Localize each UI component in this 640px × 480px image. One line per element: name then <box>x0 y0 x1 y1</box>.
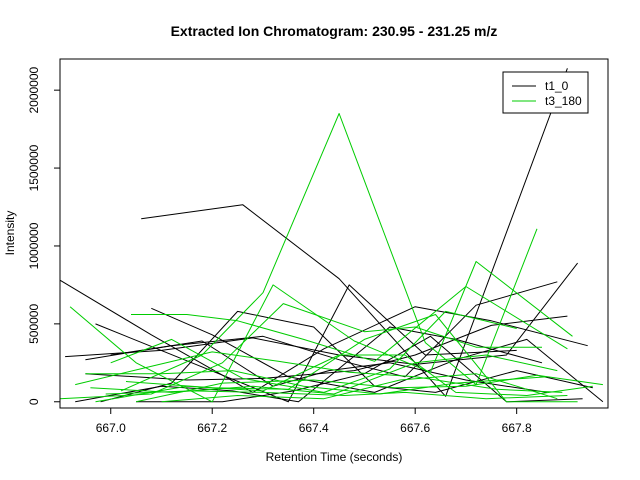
x-tick-label: 667.8 <box>502 421 532 435</box>
series-t3-180-line-8 <box>125 314 578 403</box>
legend-label-t3-180: t3_180 <box>545 94 582 108</box>
x-axis-label: Retention Time (seconds) <box>266 450 403 464</box>
y-tick-label: 2000000 <box>27 66 41 113</box>
x-tick-label: 667.0 <box>96 421 126 435</box>
series-t1-0-line-8 <box>85 315 568 381</box>
series-t1-0-line-7 <box>100 310 593 403</box>
legend: t1_0 t3_180 <box>502 71 589 114</box>
x-tick-label: 667.4 <box>299 421 329 435</box>
series-t1-0-line-10 <box>110 340 548 393</box>
y-tick-label: 0 <box>27 398 41 405</box>
x-tick-label: 667.6 <box>400 421 430 435</box>
y-tick-label: 500000 <box>27 304 41 344</box>
series-t1-0-line-6 <box>151 307 604 403</box>
y-tick-label: 1000000 <box>27 222 41 269</box>
series-t1-0-line-2 <box>59 279 588 393</box>
legend-label-t1-0: t1_0 <box>545 79 569 93</box>
series-t3-180-line-3 <box>131 286 568 362</box>
y-tick-label: 1500000 <box>27 144 41 191</box>
plot-lines <box>59 68 604 403</box>
x-axis: 667.0 667.2 667.4 667.6 667.8 <box>96 407 532 435</box>
series-t1-0-line-1 <box>141 68 568 397</box>
series-t3-180-line-11 <box>75 351 563 393</box>
chart-title: Extracted Ion Chromatogram: 230.95 - 231… <box>171 23 498 39</box>
series-t3-180-line-12 <box>161 373 558 403</box>
y-axis-label: Intensity <box>3 211 17 256</box>
series-t3-180-line-2 <box>69 261 573 403</box>
series-t3-180-line-6 <box>110 310 517 393</box>
series-t1-0-line-3 <box>95 284 517 403</box>
series-t3-180-line-10 <box>135 374 603 403</box>
series-t3-180-line-13 <box>90 354 558 395</box>
y-axis: 0 500000 1000000 1500000 2000000 <box>27 66 61 405</box>
legend-box <box>502 71 589 114</box>
series-t3-180-line-4 <box>59 303 542 400</box>
x-tick-label: 667.2 <box>197 421 227 435</box>
